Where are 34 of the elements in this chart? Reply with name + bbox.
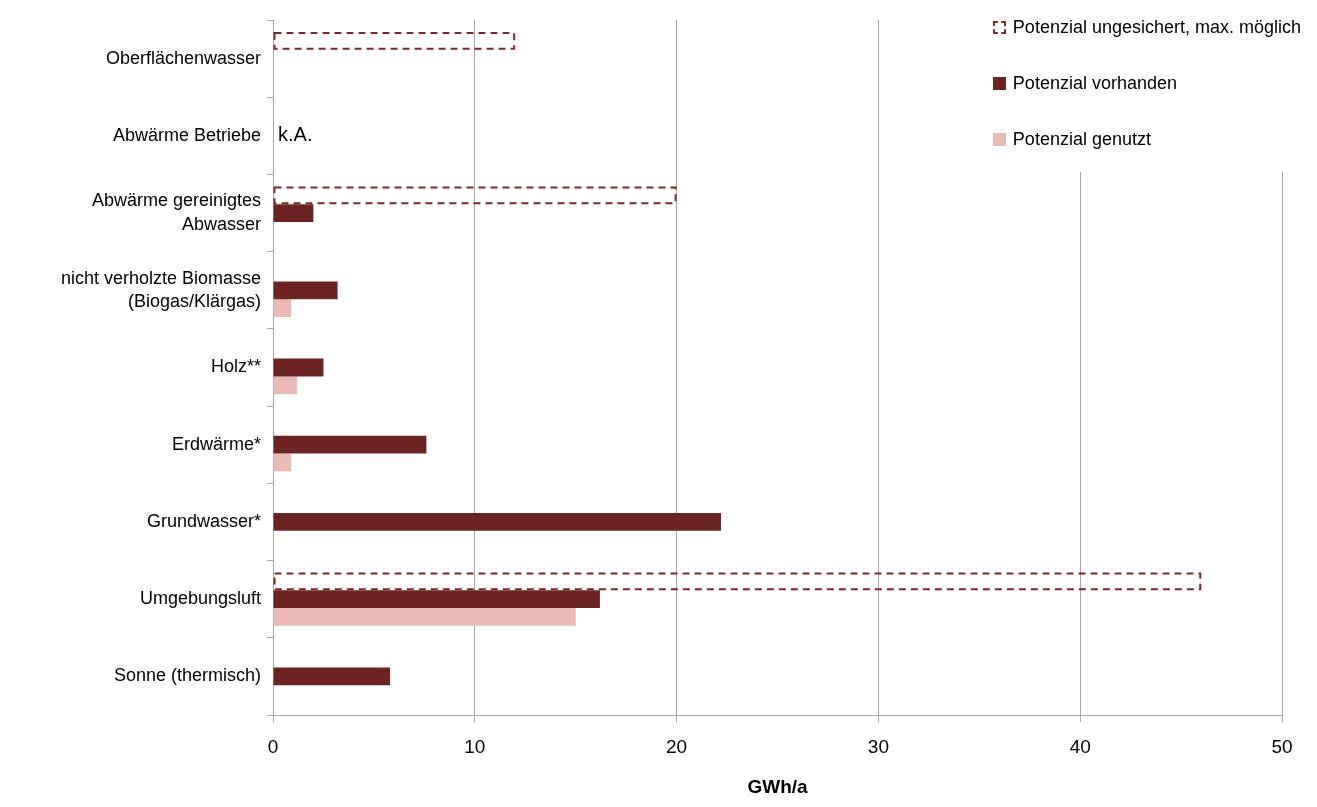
x-axis-title: GWh/a: [747, 775, 809, 797]
bar: [273, 513, 721, 531]
x-tick-label: 50: [1271, 735, 1293, 757]
bar: [273, 608, 576, 626]
x-tick-label: 10: [464, 735, 486, 757]
y-tick-label: nicht verholzte Biomasse (Biogas/Klärgas): [60, 267, 261, 311]
bar: [273, 31, 516, 50]
y-tick-label: Holz**: [210, 356, 261, 377]
y-tick-label: Grundwasser*: [146, 510, 261, 531]
bar: [273, 590, 600, 609]
y-tick-label: Abwärme Betriebe: [112, 124, 261, 145]
bar: [273, 572, 1202, 591]
y-tick-label: Erdwärme*: [171, 433, 261, 454]
y-tick-label: Abwärme gereinigtes Abwasser: [91, 190, 262, 234]
legend-label: Potenzial genutzt: [1012, 128, 1151, 150]
bar: [273, 186, 677, 205]
y-tick-label: Oberflächenwasser: [105, 47, 261, 68]
text: k.A.: [278, 123, 313, 146]
bar: [273, 204, 314, 222]
x-tick-label: 0: [267, 735, 279, 757]
x-tick-label: 40: [1069, 735, 1091, 757]
y-tick-label: Sonne (thermisch): [113, 665, 261, 686]
bar: [273, 376, 298, 395]
x-tick-label: 20: [666, 735, 688, 757]
x-tick-label: 30: [867, 735, 889, 757]
bar: [273, 299, 292, 317]
bar: [273, 667, 391, 686]
bar: [273, 358, 324, 377]
legend-label: Potenzial vorhanden: [1012, 72, 1177, 94]
bar: [273, 281, 338, 300]
legend-label: Potenzial ungesichert, max. möglich: [1012, 16, 1301, 38]
bar: [273, 435, 427, 454]
y-tick-label: Umgebungsluft: [139, 588, 261, 609]
bar: [273, 453, 292, 472]
